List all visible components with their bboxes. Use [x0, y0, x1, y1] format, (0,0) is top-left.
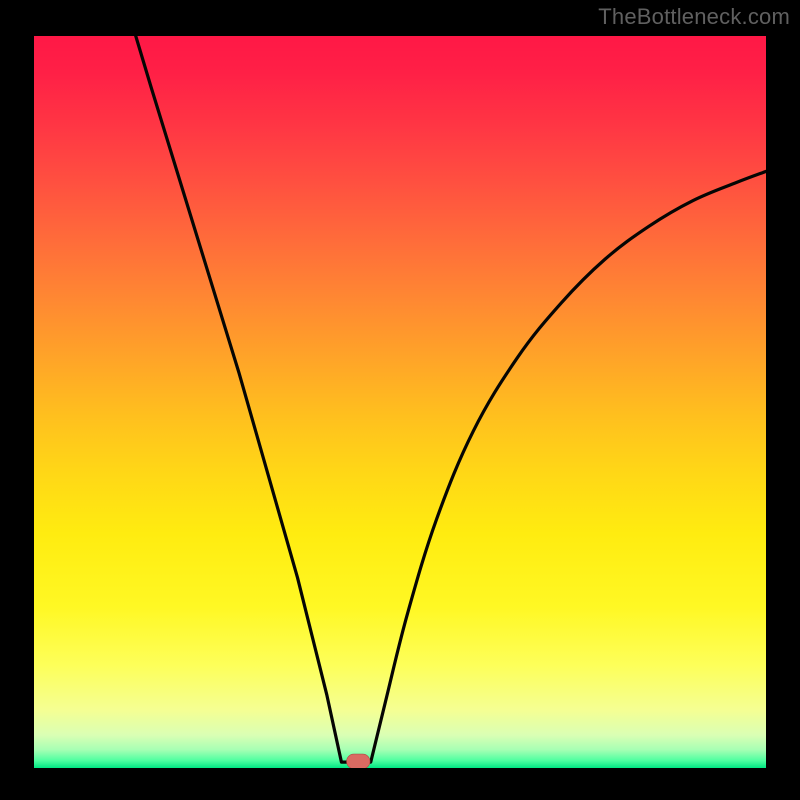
chart-frame: TheBottleneck.com [0, 0, 800, 800]
optimal-point-marker [347, 754, 370, 769]
watermark-text: TheBottleneck.com [598, 4, 790, 30]
bottleneck-chart-svg [0, 0, 800, 800]
gradient-background [34, 36, 766, 768]
